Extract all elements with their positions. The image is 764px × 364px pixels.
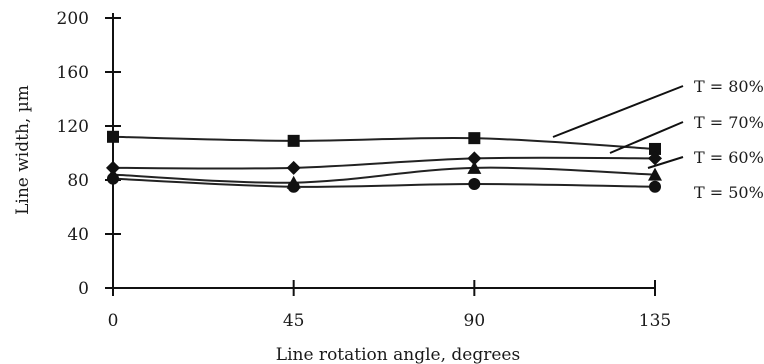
axes: Line rotation angle, degrees Line width,… — [13, 13, 655, 364]
x-axis-title: Line rotation angle, degrees — [276, 345, 520, 364]
diamond-marker — [648, 151, 662, 166]
y-tick-label: 160 — [57, 63, 89, 83]
ticks: 0 40 80 120 160 200 0 45 90 135 — [57, 9, 672, 331]
x-tick-label: 90 — [464, 311, 486, 331]
legend-label: T = 50% — [694, 183, 764, 202]
square-marker — [287, 134, 300, 147]
series-line — [112, 177, 656, 188]
legend-label: T = 70% — [694, 113, 764, 132]
series-line — [112, 156, 656, 170]
x-tick-label: 45 — [283, 311, 305, 331]
triangle-marker — [648, 167, 662, 181]
circle-marker — [649, 180, 661, 193]
series — [106, 130, 662, 193]
y-tick-label: 200 — [57, 9, 89, 29]
series-circle — [107, 172, 661, 193]
y-tick-label: 80 — [67, 171, 89, 191]
legend-leader-line — [647, 156, 684, 169]
x-tick-label: 0 — [108, 311, 119, 331]
series-line — [112, 135, 656, 150]
x-tick-label: 135 — [639, 311, 671, 331]
square-marker — [649, 142, 661, 155]
legend-leader-line — [609, 121, 684, 154]
circle-marker — [287, 180, 300, 193]
series-square — [107, 130, 661, 155]
square-marker — [468, 132, 481, 145]
y-axis-title: Line width, µm — [13, 85, 33, 215]
series-line — [112, 166, 656, 184]
legend-label: T = 80% — [694, 77, 764, 96]
triangle-marker — [467, 160, 482, 174]
y-tick-label: 40 — [67, 225, 89, 245]
diamond-marker — [286, 160, 301, 175]
legend-leader-line — [552, 85, 684, 138]
diamond-marker — [467, 151, 482, 166]
legend: T = 80% T = 70% T = 60% T = 50% — [552, 77, 764, 202]
square-marker — [107, 130, 119, 143]
y-tick-label: 0 — [78, 279, 89, 299]
circle-marker — [468, 178, 481, 191]
circle-marker — [107, 172, 119, 185]
legend-label: T = 60% — [694, 148, 764, 167]
y-tick-label: 120 — [57, 117, 89, 137]
